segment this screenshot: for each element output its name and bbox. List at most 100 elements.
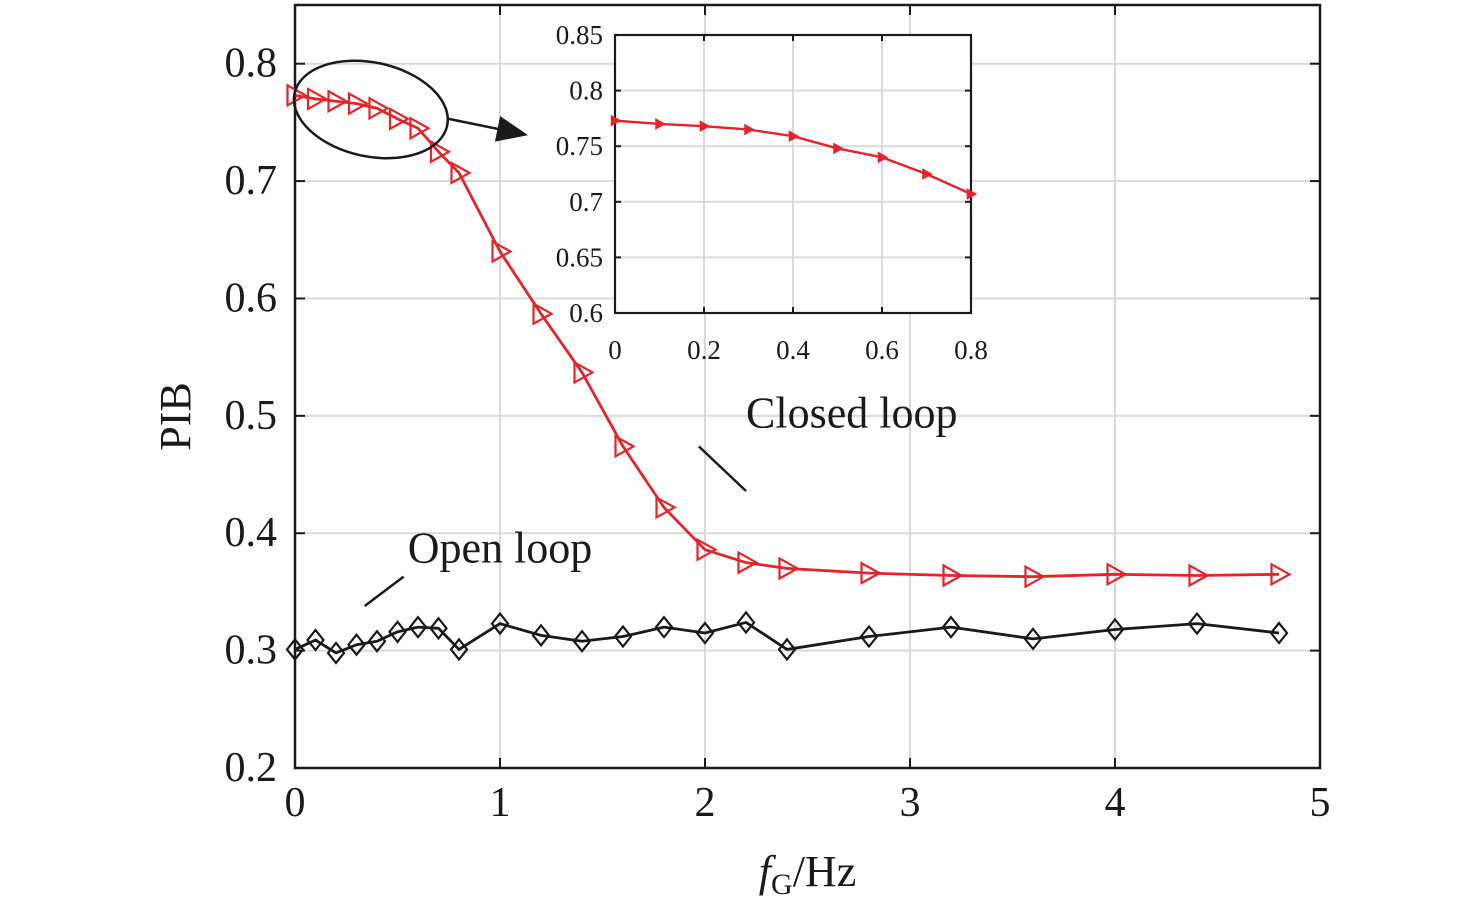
inset-y-tick-label: 0.85 <box>556 20 603 50</box>
main-closed-loop-point <box>1188 563 1210 588</box>
inset-closed-loop-point <box>966 188 978 200</box>
main-open-loop-point <box>941 615 961 639</box>
inset-x-tick-label: 0 <box>608 335 622 365</box>
main-x-tick-label: 5 <box>1310 780 1331 826</box>
x-axis-label: fG/Hz <box>759 847 856 901</box>
main-closed-loop-point <box>327 89 349 114</box>
main-closed-loop-point <box>614 434 636 459</box>
main-closed-loop-point <box>942 563 964 588</box>
inset-x-tick-label: 0.8 <box>954 335 988 365</box>
inset-closed-loop-point <box>788 130 800 143</box>
open-loop-annotation: Open loop <box>408 524 593 573</box>
inset-closed-loop-point <box>655 118 666 130</box>
main-closed-loop-point <box>429 139 452 164</box>
main-closed-loop-point <box>1024 564 1046 589</box>
main-closed-loop-point <box>532 301 554 326</box>
inset-series <box>610 114 978 200</box>
main-open-loop-point <box>490 611 510 636</box>
closed-loop-leader-line <box>697 445 747 492</box>
x-axis-label-unit: /Hz <box>793 847 857 896</box>
main-closed-loop-point <box>696 537 718 562</box>
main-open-loop-point <box>531 623 551 648</box>
main-closed-loop-point <box>1106 562 1128 587</box>
main-open-loop-point <box>367 629 387 653</box>
inset-y-tick-label: 0.7 <box>569 187 603 217</box>
main-open-loop-point <box>613 624 633 649</box>
main-open-loop-point <box>408 615 428 639</box>
main-closed-loop-point <box>368 96 390 121</box>
inset-x-tick-label: 0.4 <box>776 335 810 365</box>
main-open-loop-point <box>449 637 469 662</box>
main-closed-loop-point <box>306 87 329 111</box>
main-open-loop-point <box>1187 611 1207 636</box>
main-open-loop-point <box>347 632 366 657</box>
main-y-tick-label: 0.3 <box>225 628 278 674</box>
main-closed-loop-point <box>860 561 882 586</box>
main-open-loop-point <box>1269 621 1289 645</box>
main-x-tick-label: 3 <box>900 780 921 826</box>
main-open-loop-point <box>572 629 592 653</box>
inset-closed-loop-point <box>610 114 622 127</box>
main-y-tick-label: 0.6 <box>225 275 278 321</box>
main-closed-loop-point <box>347 91 370 116</box>
main-open-loop-point <box>736 610 756 635</box>
main-closed-loop-point <box>1270 562 1292 587</box>
y-axis-label: PIB <box>151 382 200 450</box>
closed-loop-annotation: Closed loop <box>746 389 957 438</box>
x-axis-label-subscript: G <box>771 868 793 901</box>
main-open-loop-point <box>654 615 674 639</box>
main-x-tick-label: 1 <box>490 780 511 826</box>
main-tick-marks <box>294 5 1321 769</box>
inset-x-tick-label: 0.6 <box>865 335 899 365</box>
zoom-arrowhead <box>494 116 529 142</box>
main-closed-loop-point <box>491 239 513 264</box>
main-x-tick-label: 2 <box>695 780 716 826</box>
main-open-loop-point <box>859 624 879 649</box>
inset-closed-loop-point <box>922 168 933 180</box>
main-y-tick-label: 0.8 <box>225 41 278 87</box>
inset-y-tick-label: 0.75 <box>556 131 603 161</box>
main-closed-loop-point <box>655 495 677 520</box>
inset-y-tick-labels: 0.6 0.65 0.7 0.75 0.8 0.85 <box>556 20 603 328</box>
main-closed-loop-point <box>388 106 411 131</box>
main-series <box>285 83 1292 665</box>
main-y-tick-labels: 0.2 0.3 0.4 0.5 0.6 0.7 0.8 <box>225 41 278 791</box>
main-y-tick-label: 0.4 <box>225 510 278 556</box>
main-x-tick-label: 0 <box>285 780 306 826</box>
inset-y-tick-label: 0.8 <box>569 76 603 106</box>
annotations: Closed loop Open loop <box>292 59 957 608</box>
main-plot-frame <box>293 3 1322 770</box>
inset-closed-loop-point <box>833 142 844 155</box>
inset-closed-loop-point <box>699 120 711 133</box>
inset-y-tick-label: 0.65 <box>556 242 603 272</box>
zoom-region-ellipse <box>292 59 450 160</box>
main-closed-loop-point <box>737 550 759 575</box>
main-x-tick-labels: 0 1 2 3 4 5 <box>285 780 1331 826</box>
main-open-loop-point <box>388 620 407 644</box>
main-open-loop-point <box>777 637 797 662</box>
main-open-loop-point <box>285 637 305 662</box>
main-closed-loop-point <box>450 160 472 185</box>
main-open-loop-point <box>429 616 448 641</box>
inset-closed-loop-point <box>877 151 889 164</box>
main-open-loop-point <box>326 641 346 665</box>
main-y-tick-label: 0.2 <box>225 745 278 791</box>
main-closed-loop-point <box>573 360 595 385</box>
main-open-loop-point <box>306 628 325 652</box>
inset-plot: 0 0.2 0.4 0.6 0.8 0.6 0.65 0.7 0.75 0.8 0.85 <box>556 20 988 365</box>
main-y-tick-label: 0.7 <box>225 158 278 204</box>
main-open-loop-point <box>1023 627 1043 651</box>
open-loop-leader-line <box>363 575 405 608</box>
main-open-loop-point <box>1105 617 1125 642</box>
inset-tick-marks <box>614 34 972 314</box>
main-y-tick-label: 0.5 <box>225 393 278 439</box>
inset-closed-loop-point <box>744 123 755 136</box>
main-closed-loop-point <box>778 556 800 581</box>
main-x-tick-label: 4 <box>1105 780 1126 826</box>
main-open-loop-point <box>695 621 715 645</box>
inset-x-tick-labels: 0 0.2 0.4 0.6 0.8 <box>608 335 988 365</box>
inset-y-tick-label: 0.6 <box>569 298 603 328</box>
inset-x-tick-label: 0.2 <box>687 335 721 365</box>
main-closed-loop-point <box>409 116 431 141</box>
